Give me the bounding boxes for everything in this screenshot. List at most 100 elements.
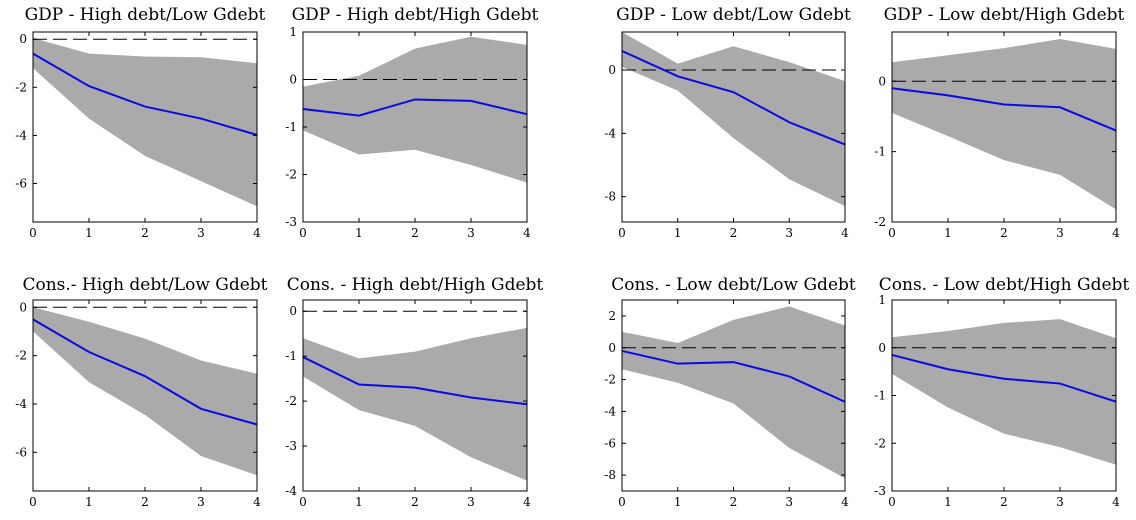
- irf-line: [32, 318, 258, 426]
- x-tick-label: 1: [355, 226, 363, 240]
- y-tick-label: -2: [874, 436, 886, 450]
- x-tick-label: 1: [674, 226, 682, 240]
- y-tick-label: 0: [19, 300, 27, 314]
- irf-line: [621, 349, 846, 403]
- x-tick-label: 1: [85, 226, 93, 240]
- x-tick-label: 1: [944, 495, 952, 509]
- x-tick-label: 0: [888, 226, 896, 240]
- y-tick-label: -3: [874, 484, 886, 498]
- y-tick-label: 1: [289, 25, 297, 39]
- confidence-band: [622, 32, 845, 207]
- panel-6: Cons. - High debt/High Gdebt 0 1 2 3 4 0 -1 -2 -3…: [285, 275, 543, 509]
- x-tick-label: 1: [944, 226, 952, 240]
- y-tick-label: 1: [878, 293, 886, 307]
- panel-title: GDP - High debt/High Gdebt: [292, 5, 539, 25]
- x-tick-label: 1: [85, 495, 93, 509]
- confidence-band: [303, 327, 527, 481]
- y-tick-label: -4: [604, 126, 616, 140]
- irf-line: [302, 98, 528, 117]
- y-tick-label: -2: [15, 349, 27, 363]
- y-tick-label: -8: [604, 468, 616, 482]
- y-tick-label: -4: [15, 397, 27, 411]
- panel-7: Cons. - Low debt/Low Gdebt 0 1 2 3 4 2 0 -2 -4 -6 -…: [604, 275, 856, 509]
- y-tick-label: -3: [285, 215, 297, 229]
- confidence-band: [33, 307, 257, 476]
- y-tick-label: -2: [285, 168, 297, 182]
- panel-title: Cons. - Low debt/High Gdebt: [879, 275, 1130, 295]
- panel-title: GDP - Low debt/High Gdebt: [884, 5, 1125, 25]
- x-tick-label: 1: [355, 495, 363, 509]
- x-tick-label: 4: [253, 226, 261, 240]
- x-tick-label: 2: [730, 495, 738, 509]
- irf-line: [891, 87, 1117, 132]
- y-tick-label: 0: [289, 304, 297, 318]
- x-tick-label: 0: [29, 495, 37, 509]
- x-tick-label: 0: [299, 495, 307, 509]
- x-tick-label: 4: [841, 495, 849, 509]
- x-tick-label: 3: [1056, 226, 1064, 240]
- irf-line: [621, 50, 846, 146]
- x-tick-label: 0: [29, 226, 37, 240]
- panel-title: GDP - Low debt/Low Gdebt: [616, 5, 851, 25]
- x-tick-label: 2: [730, 226, 738, 240]
- y-tick-label: -2: [874, 215, 886, 229]
- x-tick-label: 3: [785, 226, 793, 240]
- y-tick-label: -2: [285, 394, 297, 408]
- panel-title: Cons. - High debt/High Gdebt: [287, 275, 544, 295]
- confidence-band: [33, 38, 257, 207]
- panel-3: GDP - Low debt/Low Gdebt 0 1 2 3 4 0 -4 -8: [604, 5, 851, 240]
- panel-title: Cons.- High debt/Low Gdebt: [22, 275, 267, 295]
- panel-title: Cons. - Low debt/Low Gdebt: [611, 275, 856, 295]
- x-tick-label: 3: [467, 495, 475, 509]
- x-tick-label: 3: [197, 226, 205, 240]
- y-tick-label: -6: [15, 177, 27, 191]
- y-tick-label: -3: [285, 439, 297, 453]
- x-tick-label: 3: [467, 226, 475, 240]
- irf-line: [32, 52, 258, 136]
- y-tick-label: 0: [878, 341, 886, 355]
- panel-1: GDP - High debt/Low Gdebt 0 1 2 3 4 0 -2 -4 -6: [15, 5, 265, 240]
- x-tick-label: 0: [299, 226, 307, 240]
- irf-line: [302, 356, 528, 406]
- x-tick-label: 4: [253, 495, 261, 509]
- x-tick-label: 0: [888, 495, 896, 509]
- x-tick-label: 4: [523, 495, 531, 509]
- x-tick-label: 3: [197, 495, 205, 509]
- y-tick-label: -4: [285, 484, 297, 498]
- x-tick-label: 2: [141, 495, 149, 509]
- x-tick-label: 2: [1000, 226, 1008, 240]
- y-tick-label: 2: [608, 309, 616, 323]
- x-tick-label: 2: [411, 226, 419, 240]
- y-tick-label: 0: [19, 32, 27, 46]
- y-tick-label: 0: [608, 63, 616, 77]
- x-tick-label: 0: [618, 495, 626, 509]
- panel-5: Cons.- High debt/Low Gdebt 0 1 2 3 4 0 -2 -4 -6: [15, 275, 267, 509]
- confidence-band: [622, 306, 845, 479]
- panel-4: GDP - Low debt/High Gdebt 0 1 2 3 4 0 -1 -2: [874, 5, 1124, 240]
- y-tick-label: -4: [15, 128, 27, 142]
- irf-line: [891, 353, 1117, 403]
- y-tick-label: -6: [604, 436, 616, 450]
- x-tick-label: 3: [785, 495, 793, 509]
- x-tick-label: 4: [841, 226, 849, 240]
- panel-2: GDP - High debt/High Gdebt 0 1 2 3 4 1 0 -1 -2 -3: [285, 5, 538, 240]
- panel-title: GDP - High debt/Low Gdebt: [25, 5, 266, 25]
- x-tick-label: 0: [618, 226, 626, 240]
- x-tick-label: 4: [1112, 495, 1120, 509]
- y-tick-label: 0: [878, 74, 886, 88]
- y-tick-label: 0: [289, 73, 297, 87]
- x-tick-label: 1: [674, 495, 682, 509]
- confidence-band: [892, 39, 1116, 210]
- y-tick-label: -2: [15, 80, 27, 94]
- x-tick-label: 2: [141, 226, 149, 240]
- y-tick-label: -1: [285, 120, 297, 134]
- x-tick-label: 2: [411, 495, 419, 509]
- y-tick-label: -1: [874, 145, 886, 159]
- panel-8: Cons. - Low debt/High Gdebt 0 1 2 3 4 1 0 -1 -2 -3: [874, 275, 1129, 509]
- confidence-band: [892, 319, 1116, 465]
- y-tick-label: -8: [604, 190, 616, 204]
- x-tick-label: 2: [1000, 495, 1008, 509]
- y-tick-label: 0: [608, 341, 616, 355]
- y-tick-label: -1: [874, 389, 886, 403]
